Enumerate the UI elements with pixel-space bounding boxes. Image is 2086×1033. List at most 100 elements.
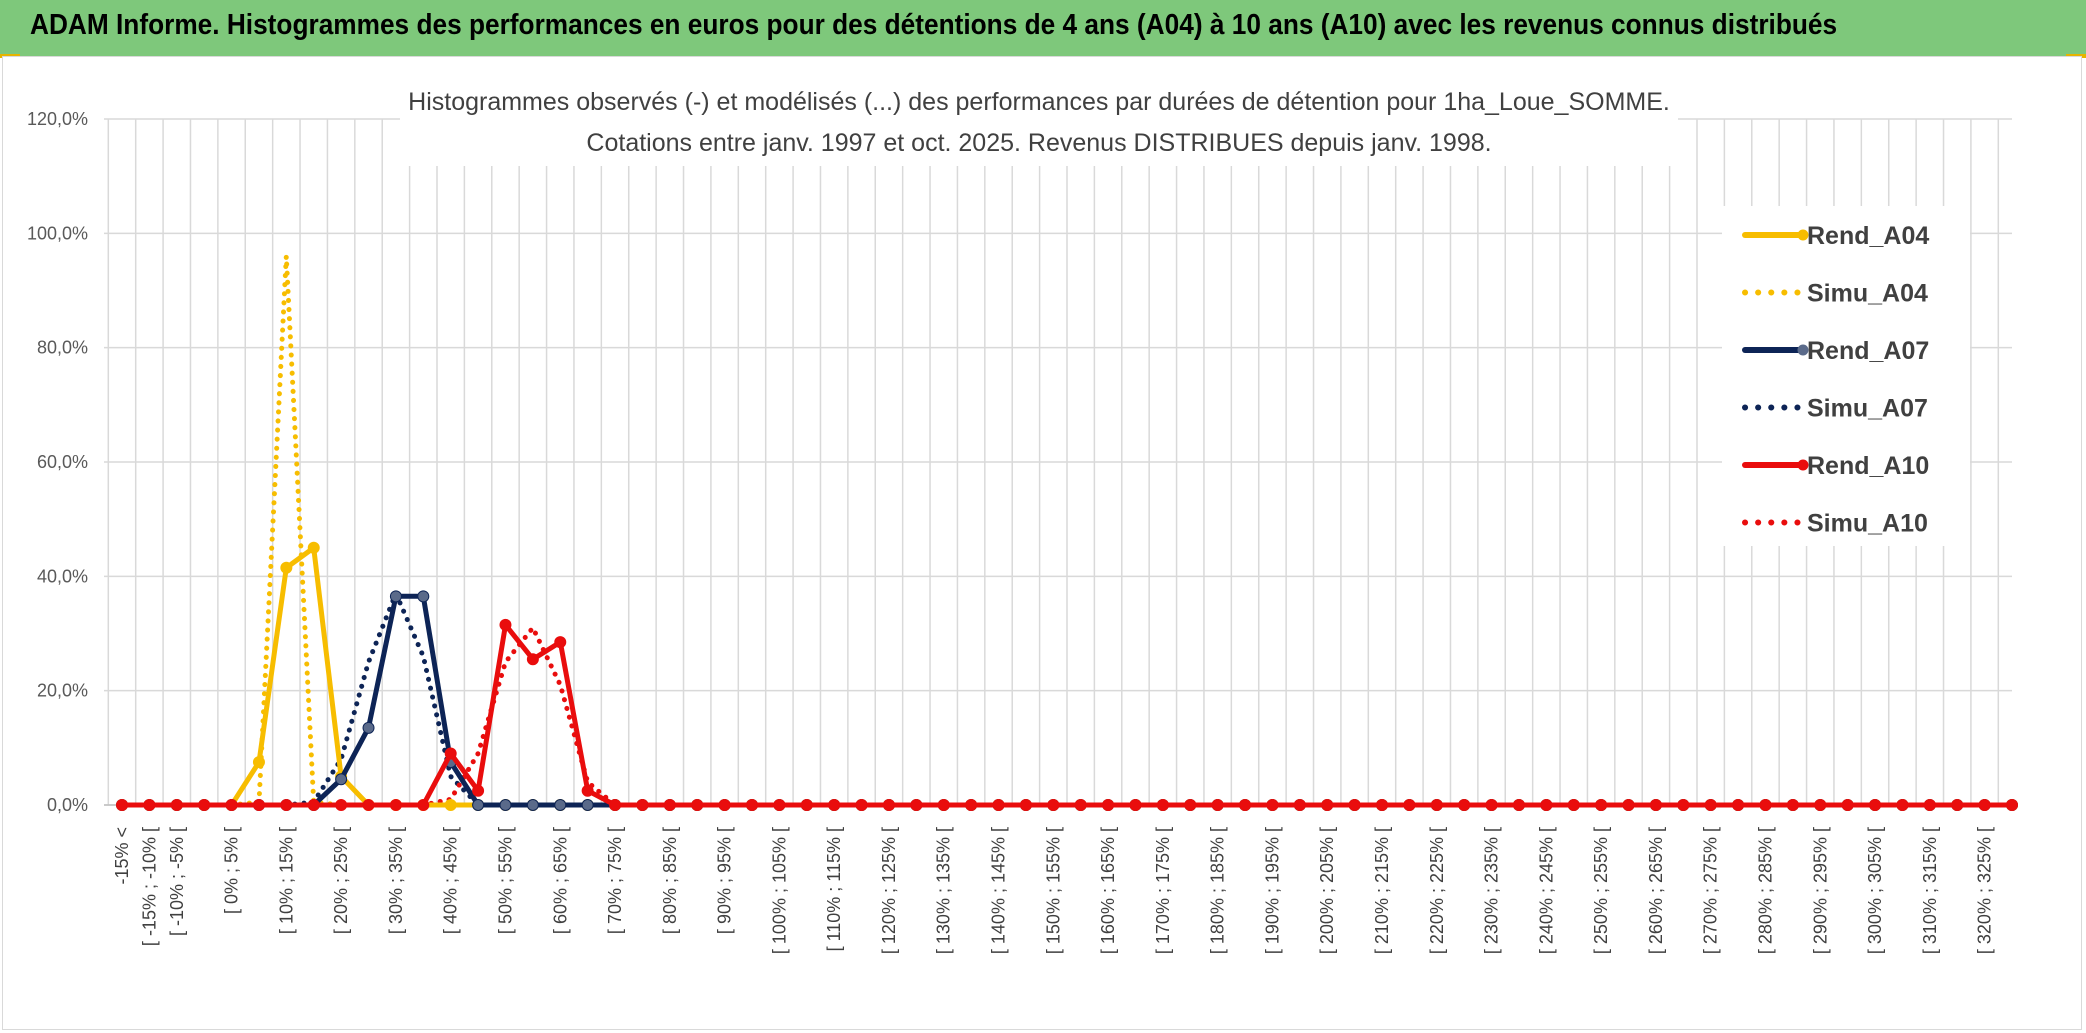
- x-tick-label: [ 20% ; 25% [: [331, 827, 351, 934]
- data-point-rend_a10: [1540, 799, 1553, 811]
- legend-background: [1722, 206, 1970, 546]
- data-point-rend_a10: [800, 799, 813, 811]
- data-point-rend_a10: [1896, 799, 1909, 811]
- legend-label-simu_a07: Simu_A07: [1807, 395, 1928, 423]
- report-banner: ADAM Informe. Histogrammes des performan…: [0, 0, 2086, 57]
- data-point-rend_a04: [444, 799, 457, 811]
- data-point-rend_a10: [1732, 799, 1745, 811]
- x-tick-label: [ 290% ; 295% [: [1810, 827, 1830, 954]
- data-point-rend_a10: [828, 799, 841, 811]
- data-point-rend_a10: [937, 799, 950, 811]
- data-point-rend_a10: [581, 784, 594, 797]
- data-point-rend_a10: [1019, 799, 1032, 811]
- data-point-rend_a10: [554, 636, 567, 649]
- data-point-rend_a07: [389, 590, 402, 603]
- data-point-rend_a04: [307, 541, 320, 554]
- data-point-rend_a10: [1786, 799, 1799, 811]
- x-tick-label: [ 230% ; 235% [: [1482, 827, 1502, 954]
- chart-title-background: [400, 80, 1678, 166]
- y-axis-ticks: 0,0% 20,0% 40,0% 60,0% 80,0% 100,0% 120,0%: [27, 109, 88, 815]
- data-point-rend_a07: [554, 799, 567, 811]
- data-point-rend_a10: [389, 799, 402, 811]
- x-tick-label: [ 100% ; 105% [: [769, 827, 789, 954]
- x-tick-label: [ 270% ; 275% [: [1701, 827, 1721, 954]
- data-point-rend_a04: [280, 561, 293, 574]
- x-tick-label: [ 250% ; 255% [: [1591, 827, 1611, 954]
- data-point-rend_a10: [1102, 799, 1115, 811]
- legend-label-rend_a07: Rend_A07: [1807, 337, 1929, 365]
- data-point-rend_a10: [1266, 799, 1279, 811]
- x-tick-label: [ 210% ; 215% [: [1372, 827, 1392, 954]
- x-tick-label: [ 180% ; 185% [: [1208, 827, 1228, 954]
- x-tick-label: [ 40% ; 45% [: [441, 827, 461, 934]
- x-tick-label: [ 80% ; 85% [: [660, 827, 680, 934]
- data-point-rend_a10: [499, 618, 512, 631]
- data-point-rend_a10: [1156, 799, 1169, 811]
- data-point-rend_a07: [335, 773, 348, 786]
- data-point-rend_a10: [1485, 799, 1498, 811]
- data-point-rend_a10: [1649, 799, 1662, 811]
- data-point-rend_a10: [663, 799, 676, 811]
- data-point-rend_a10: [1403, 799, 1416, 811]
- data-point-rend_a10: [472, 784, 485, 797]
- x-tick-label: [ 200% ; 205% [: [1317, 827, 1337, 954]
- x-tick-label: [ 120% ; 125% [: [879, 827, 899, 954]
- data-point-rend_a07: [417, 590, 430, 603]
- y-tick-label: 120,0%: [27, 109, 88, 129]
- data-point-rend_a10: [636, 799, 649, 811]
- y-tick-label: 20,0%: [37, 681, 88, 701]
- data-point-rend_a10: [1595, 799, 1608, 811]
- x-tick-label: [ 190% ; 195% [: [1262, 827, 1282, 954]
- x-tick-label: [ 50% ; 55% [: [495, 827, 515, 934]
- legend-marker: [1797, 229, 1809, 241]
- legend-marker: [1797, 344, 1809, 356]
- legend-label-simu_a10: Simu_A10: [1807, 510, 1928, 538]
- data-point-rend_a10: [225, 799, 238, 811]
- data-point-rend_a10: [362, 799, 375, 811]
- chart-title-line-1: Histogrammes observés (-) et modélisés (…: [408, 88, 1670, 116]
- data-point-rend_a10: [882, 799, 895, 811]
- data-point-rend_a10: [773, 799, 786, 811]
- data-point-rend_a07: [581, 799, 594, 811]
- data-point-rend_a10: [1567, 799, 1580, 811]
- data-point-rend_a10: [1376, 799, 1388, 811]
- data-point-rend_a07: [499, 799, 512, 811]
- data-point-rend_a07: [472, 799, 485, 811]
- x-axis-ticks: -15% < [ -15% ; -10% [[ -10% ; -5% [[ 0% …: [112, 827, 1995, 954]
- x-tick-label: [ 320% ; 325% [: [1975, 827, 1995, 954]
- x-tick-label: [ 10% ; 15% [: [276, 827, 296, 934]
- legend: Rend_A04 Simu_A04 Rend_A07 Simu_A07 Rend_A10…: [1742, 222, 1929, 538]
- data-point-rend_a10: [1184, 799, 1197, 811]
- data-point-rend_a10: [143, 799, 156, 811]
- data-point-rend_a10: [855, 799, 868, 811]
- data-point-rend_a10: [335, 799, 348, 811]
- data-point-rend_a10: [1211, 799, 1224, 811]
- data-point-rend_a10: [1759, 799, 1772, 811]
- x-tick-label: [ 260% ; 265% [: [1646, 827, 1666, 954]
- banner-title: ADAM Informe. Histogrammes des performan…: [30, 9, 1838, 41]
- series-line-rend_a10: [119, 622, 2015, 808]
- y-tick-label: 40,0%: [37, 566, 88, 586]
- legend-marker: [1797, 459, 1809, 471]
- data-point-rend_a10: [417, 799, 430, 811]
- data-point-rend_a10: [1951, 799, 1964, 811]
- data-point-rend_a10: [1677, 799, 1690, 811]
- series-layer: [116, 253, 2018, 811]
- data-point-rend_a10: [1512, 799, 1525, 811]
- data-point-rend_a10: [1293, 799, 1306, 811]
- data-point-rend_a10: [444, 747, 457, 760]
- data-point-rend_a10: [910, 799, 923, 811]
- data-point-rend_a10: [1978, 799, 1991, 811]
- x-tick-label: [ 240% ; 245% [: [1536, 827, 1556, 954]
- data-point-rend_a10: [198, 799, 211, 811]
- x-tick-label: [ -15% ; -10% [: [139, 827, 159, 946]
- data-point-rend_a10: [307, 799, 320, 811]
- x-tick-label: [ 140% ; 145% [: [989, 827, 1009, 954]
- data-point-rend_a10: [280, 799, 293, 811]
- x-tick-label: [ 60% ; 65% [: [550, 827, 570, 934]
- legend-label-rend_a10: Rend_A10: [1807, 452, 1929, 480]
- legend-label-rend_a04: Rend_A04: [1807, 222, 1929, 250]
- data-point-rend_a10: [170, 799, 183, 811]
- data-point-rend_a10: [1047, 799, 1060, 811]
